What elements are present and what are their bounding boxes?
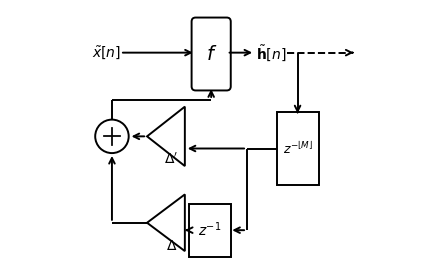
FancyBboxPatch shape	[189, 204, 231, 256]
Text: $\tilde{\mathbf{h}}[n]$: $\tilde{\mathbf{h}}[n]$	[256, 43, 287, 63]
Text: $z^{-1}$: $z^{-1}$	[198, 221, 221, 239]
Text: $f$: $f$	[206, 45, 217, 63]
FancyBboxPatch shape	[277, 112, 319, 185]
Text: $\Delta$: $\Delta$	[166, 239, 177, 253]
Text: $\tilde{x}[n]$: $\tilde{x}[n]$	[92, 44, 121, 61]
FancyBboxPatch shape	[192, 18, 231, 90]
Text: $\Delta'$: $\Delta'$	[164, 152, 178, 167]
Text: $z^{-\lfloor M\rfloor}$: $z^{-\lfloor M\rfloor}$	[283, 140, 313, 157]
